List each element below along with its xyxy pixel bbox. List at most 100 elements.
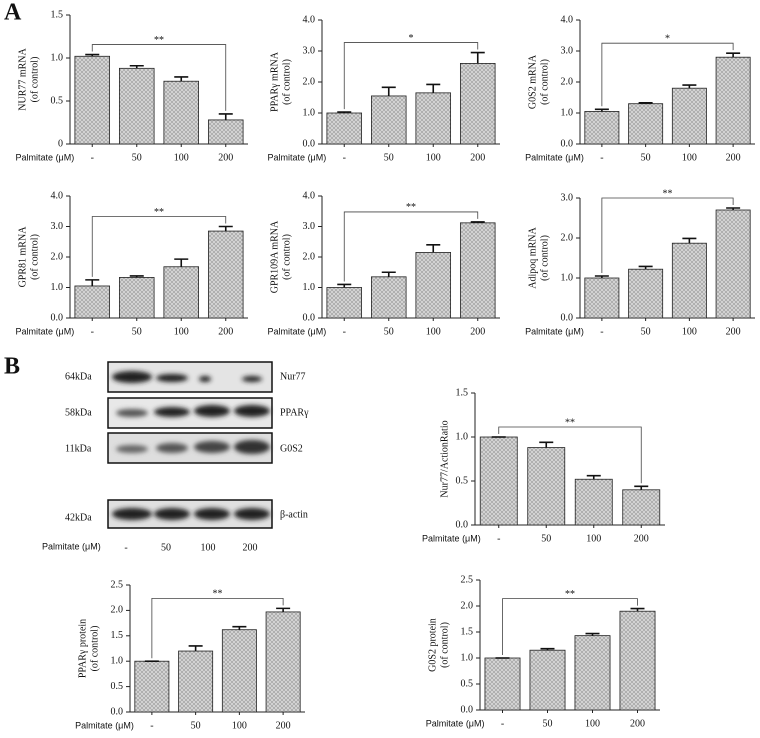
- error-bar: [682, 84, 697, 89]
- error-bar: [540, 647, 555, 651]
- x-tick-label: -: [600, 152, 603, 163]
- error-bar: [381, 271, 396, 277]
- error-bar: [174, 76, 189, 82]
- x-tick-label: 50: [641, 152, 651, 163]
- y-tick-label: 0.0: [303, 312, 316, 323]
- x-tick-label: -: [91, 326, 94, 337]
- x-tick-label: -: [497, 533, 500, 544]
- bar: [484, 657, 521, 711]
- y-axis-label: PPARγ mRNA: [269, 51, 280, 112]
- x-tick-label: -: [501, 718, 504, 729]
- y-axis-label: Nur77/ActionRatio: [439, 420, 450, 497]
- y-axis-label: GPR81 mRNA: [17, 226, 28, 288]
- x-tick-label: 50: [191, 720, 201, 731]
- y-tick-label: 4.0: [51, 190, 64, 201]
- panel-label: A: [4, 0, 22, 26]
- bar: [118, 277, 155, 319]
- error-bar: [634, 485, 649, 490]
- y-tick-label: 1.0: [456, 431, 469, 442]
- bar: [619, 610, 656, 711]
- error-bar: [85, 53, 100, 57]
- x-tick-label: 100: [232, 720, 247, 731]
- x-axis-label: Palmitate (μM): [75, 720, 134, 730]
- bar-chart: 0.0 1.0 2.0 3.0 4.0 GPR81 mRNA (of control) Pal…: [16, 190, 248, 337]
- bar-chart: 0.0 1.0 2.0 3.0 4.0 PPARγ mRNA (of control) Pal…: [268, 14, 500, 163]
- x-tick-label: -: [343, 326, 346, 337]
- y-tick-label: 4.0: [561, 14, 574, 25]
- error-bar: [726, 52, 741, 58]
- y-tick-label: 4.0: [303, 14, 316, 25]
- blot-protein: Nur77: [280, 371, 306, 382]
- y-tick-label: 0.0: [51, 312, 64, 323]
- y-tick-label: 4.0: [303, 190, 316, 201]
- bar: [574, 478, 613, 526]
- y-tick-label: 3.0: [51, 221, 64, 232]
- x-tick-label: 200: [470, 152, 485, 163]
- x-tick-label: 50: [132, 152, 142, 163]
- y-tick-label: 0.5: [456, 475, 469, 486]
- x-tick-label: 200: [218, 152, 233, 163]
- significance-bracket: [343, 211, 479, 282]
- bar-chart: 0.0 1.0 2.0 3.0 4.0 GPR109A mRNA (of control) P…: [268, 190, 500, 337]
- error-bar: [539, 441, 554, 448]
- significance-label: **: [154, 207, 164, 218]
- significance-label: **: [406, 202, 416, 213]
- bar: [326, 112, 363, 145]
- blot-xlabel: Palmitate (μM): [42, 541, 101, 551]
- bar: [415, 92, 452, 145]
- x-axis-label: Palmitate (μM): [268, 152, 327, 162]
- bar: [529, 649, 566, 711]
- bar: [134, 660, 170, 713]
- x-tick-label: 200: [634, 533, 649, 544]
- blot-marker: 58kDa: [65, 407, 92, 418]
- bar: [326, 287, 363, 319]
- blot-lane: -: [124, 542, 127, 553]
- y-axis-label: (of control): [539, 235, 550, 281]
- bar: [671, 87, 707, 145]
- y-tick-label: 0.0: [561, 138, 574, 149]
- y-tick-label: 2.0: [461, 600, 474, 611]
- error-bar: [426, 244, 441, 253]
- error-bar: [638, 265, 653, 270]
- y-axis-label: (of control): [281, 234, 292, 280]
- x-tick-label: -: [343, 152, 346, 163]
- bar: [671, 242, 707, 319]
- bar: [715, 209, 751, 319]
- bar: [265, 611, 301, 713]
- y-tick-label: 1.0: [51, 282, 64, 293]
- y-tick-label: 1.0: [111, 655, 124, 666]
- significance-bracket: [151, 597, 284, 659]
- error-bar: [85, 279, 100, 286]
- error-bar: [638, 101, 653, 104]
- y-axis-label: (of control): [281, 59, 292, 105]
- bar: [207, 230, 244, 319]
- error-bar: [129, 275, 144, 278]
- x-tick-label: 100: [426, 152, 441, 163]
- blot-protein: β-actin: [280, 509, 308, 520]
- x-tick-label: 50: [384, 326, 394, 337]
- error-bar: [337, 283, 352, 288]
- x-axis-label: Palmitate (μM): [422, 533, 481, 543]
- bar: [74, 55, 111, 145]
- bar: [370, 95, 407, 145]
- x-tick-label: -: [600, 326, 603, 337]
- error-bar: [337, 111, 352, 113]
- y-axis-label: G0S2 protein: [427, 618, 438, 672]
- bar-chart: 0 0.5 1.0 1.5 NUR77 mRNA (of control) Palmitat…: [16, 9, 248, 163]
- bar: [584, 111, 620, 145]
- significance-bracket: [502, 598, 638, 655]
- error-bar: [129, 64, 144, 69]
- y-tick-label: 1.0: [561, 107, 574, 118]
- y-axis-label: G0S2 mRNA: [527, 54, 538, 109]
- error-bar: [682, 237, 697, 244]
- x-axis-label: Palmitate (μM): [16, 152, 75, 162]
- y-tick-label: 2.0: [303, 251, 316, 262]
- significance-bracket: [91, 216, 227, 277]
- bar-chart: 0.0 1.0 2.0 3.0 Adipoq mRNA (of control) Palmi…: [525, 188, 755, 337]
- western-blot: 64kDa 58kDa 11kDa 42kDa Nur77 PPARγ G0S2…: [42, 361, 309, 553]
- significance-bracket: [601, 197, 734, 273]
- y-tick-label: 1.5: [461, 626, 474, 637]
- significance-label: *: [665, 33, 670, 44]
- y-tick-label: 1.0: [303, 282, 316, 293]
- error-bar: [594, 108, 609, 112]
